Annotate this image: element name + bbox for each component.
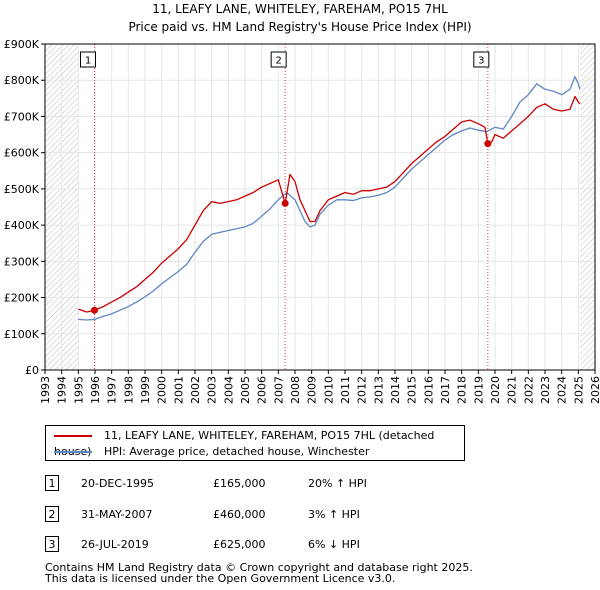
transaction-row: 3 26-JUL-2019 £625,000 6% ↓ HPI [45, 536, 565, 554]
x-tick-label: 1997 [106, 376, 119, 404]
x-tick-label: 2018 [456, 376, 469, 404]
property-series-line [78, 95, 581, 313]
y-tick-label: £500K [4, 183, 40, 196]
plot-frame [44, 43, 596, 371]
x-tick-label: 2008 [289, 376, 302, 404]
hpi-series-line [78, 75, 581, 321]
transaction-row: 2 31-MAY-2007 £460,000 3% ↑ HPI [45, 506, 565, 524]
x-tick-label: 2015 [406, 376, 419, 404]
footer-notice: Contains HM Land Registry data © Crown c… [45, 562, 585, 584]
x-tick-label: 2024 [556, 376, 569, 404]
x-tick-label: 2021 [506, 376, 519, 404]
transaction-price: £165,000 [213, 477, 266, 490]
grid-lines [44, 43, 596, 371]
y-tick-label: £300K [4, 255, 40, 268]
x-tick-label: 2020 [489, 376, 502, 404]
sale-point [91, 306, 98, 314]
sale-lines [94, 44, 489, 370]
x-tick-label: 2005 [239, 376, 252, 404]
legend-swatch-hpi [54, 451, 92, 453]
x-tick-label: 2016 [422, 376, 435, 404]
transaction-number: 2 [45, 506, 59, 522]
footer-copyright: Contains HM Land Registry data © Crown c… [45, 561, 473, 574]
y-tick-label: £200K [4, 292, 40, 305]
legend-swatch-property [54, 435, 92, 437]
x-tick-label: 1995 [72, 376, 85, 404]
x-axis-labels: 1993 1994 1995 1996 1997 1998 1999 2000 2001 2002… [39, 370, 600, 404]
sale-label: 3 [478, 56, 484, 67]
transaction-date: 26-JUL-2019 [81, 538, 149, 551]
sale-point [281, 199, 289, 207]
y-tick-label: £900K [4, 38, 40, 51]
x-tick-label: 2006 [256, 376, 269, 404]
y-axis-labels: £0 £100K £200K £300K £400K £500K £600K £700K £80… [4, 38, 45, 377]
transaction-hpi-change: 20% ↑ HPI [308, 477, 367, 490]
chart-subtitle: Price paid vs. HM Land Registry's House … [128, 20, 471, 34]
x-tick-label: 1994 [56, 376, 69, 404]
x-tick-label: 2009 [306, 376, 319, 404]
legend-item-property: 11, LEAFY LANE, WHITELEY, FAREHAM, PO15 … [54, 428, 464, 458]
x-tick-label: 2019 [472, 376, 485, 404]
x-tick-label: 2001 [172, 376, 185, 404]
sale-point [484, 140, 492, 148]
transaction-price: £460,000 [213, 508, 266, 521]
sale-label: 1 [85, 56, 91, 67]
x-tick-label: 1998 [122, 376, 135, 404]
x-tick-label: 2023 [539, 376, 552, 404]
chart-title: 11, LEAFY LANE, WHITELEY, FAREHAM, PO15 … [152, 2, 448, 16]
x-tick-label: 2025 [572, 376, 585, 404]
transaction-hpi-change: 3% ↑ HPI [308, 508, 360, 521]
x-tick-label: 2002 [189, 376, 202, 404]
series-lines [78, 75, 581, 321]
price-chart: 11, LEAFY LANE, WHITELEY, FAREHAM, PO15 … [4, 2, 600, 404]
hatch-right [580, 44, 595, 370]
sale-markers: 1 2 3 [80, 51, 492, 314]
x-tick-label: 2003 [206, 376, 219, 404]
footer-licence: This data is licensed under the Open Gov… [45, 572, 396, 585]
y-tick-label: £700K [4, 110, 40, 123]
x-tick-label: 2013 [372, 376, 385, 404]
y-tick-label: £100K [4, 328, 40, 341]
x-tick-label: 2022 [522, 376, 535, 404]
sale-label-box [80, 51, 96, 68]
legend-item-hpi: HPI: Average price, detached house, Winc… [54, 444, 369, 460]
x-tick-label: 1996 [89, 376, 102, 404]
transaction-price: £625,000 [213, 538, 266, 551]
legend: 11, LEAFY LANE, WHITELEY, FAREHAM, PO15 … [45, 425, 465, 461]
x-tick-label: 2012 [356, 376, 369, 404]
transaction-date: 31-MAY-2007 [81, 508, 153, 521]
x-tick-label: 2014 [389, 376, 402, 404]
sale-label-box [270, 51, 287, 68]
sale-label-box [473, 51, 490, 68]
x-tick-label: 2026 [589, 376, 600, 404]
transaction-number: 1 [45, 475, 59, 491]
x-tick-label: 2000 [156, 376, 169, 404]
transaction-date: 20-DEC-1995 [81, 477, 155, 490]
transaction-number: 3 [45, 536, 59, 552]
legend-label-hpi: HPI: Average price, detached house, Winc… [104, 445, 370, 458]
y-tick-label: £0 [25, 364, 39, 377]
transaction-row: 1 20-DEC-1995 £165,000 20% ↑ HPI [45, 475, 565, 493]
transaction-hpi-change: 6% ↓ HPI [308, 538, 360, 551]
x-tick-label: 2017 [439, 376, 452, 404]
y-tick-label: £800K [4, 74, 40, 87]
x-tick-label: 2011 [339, 376, 352, 404]
x-tick-label: 2004 [222, 376, 235, 404]
x-tick-label: 1999 [139, 376, 152, 404]
x-tick-label: 1993 [39, 376, 52, 404]
sale-label: 2 [275, 56, 281, 67]
x-tick-label: 2010 [322, 376, 335, 404]
x-tick-label: 2007 [272, 376, 285, 404]
y-tick-label: £600K [4, 147, 40, 160]
y-tick-label: £400K [4, 219, 40, 232]
